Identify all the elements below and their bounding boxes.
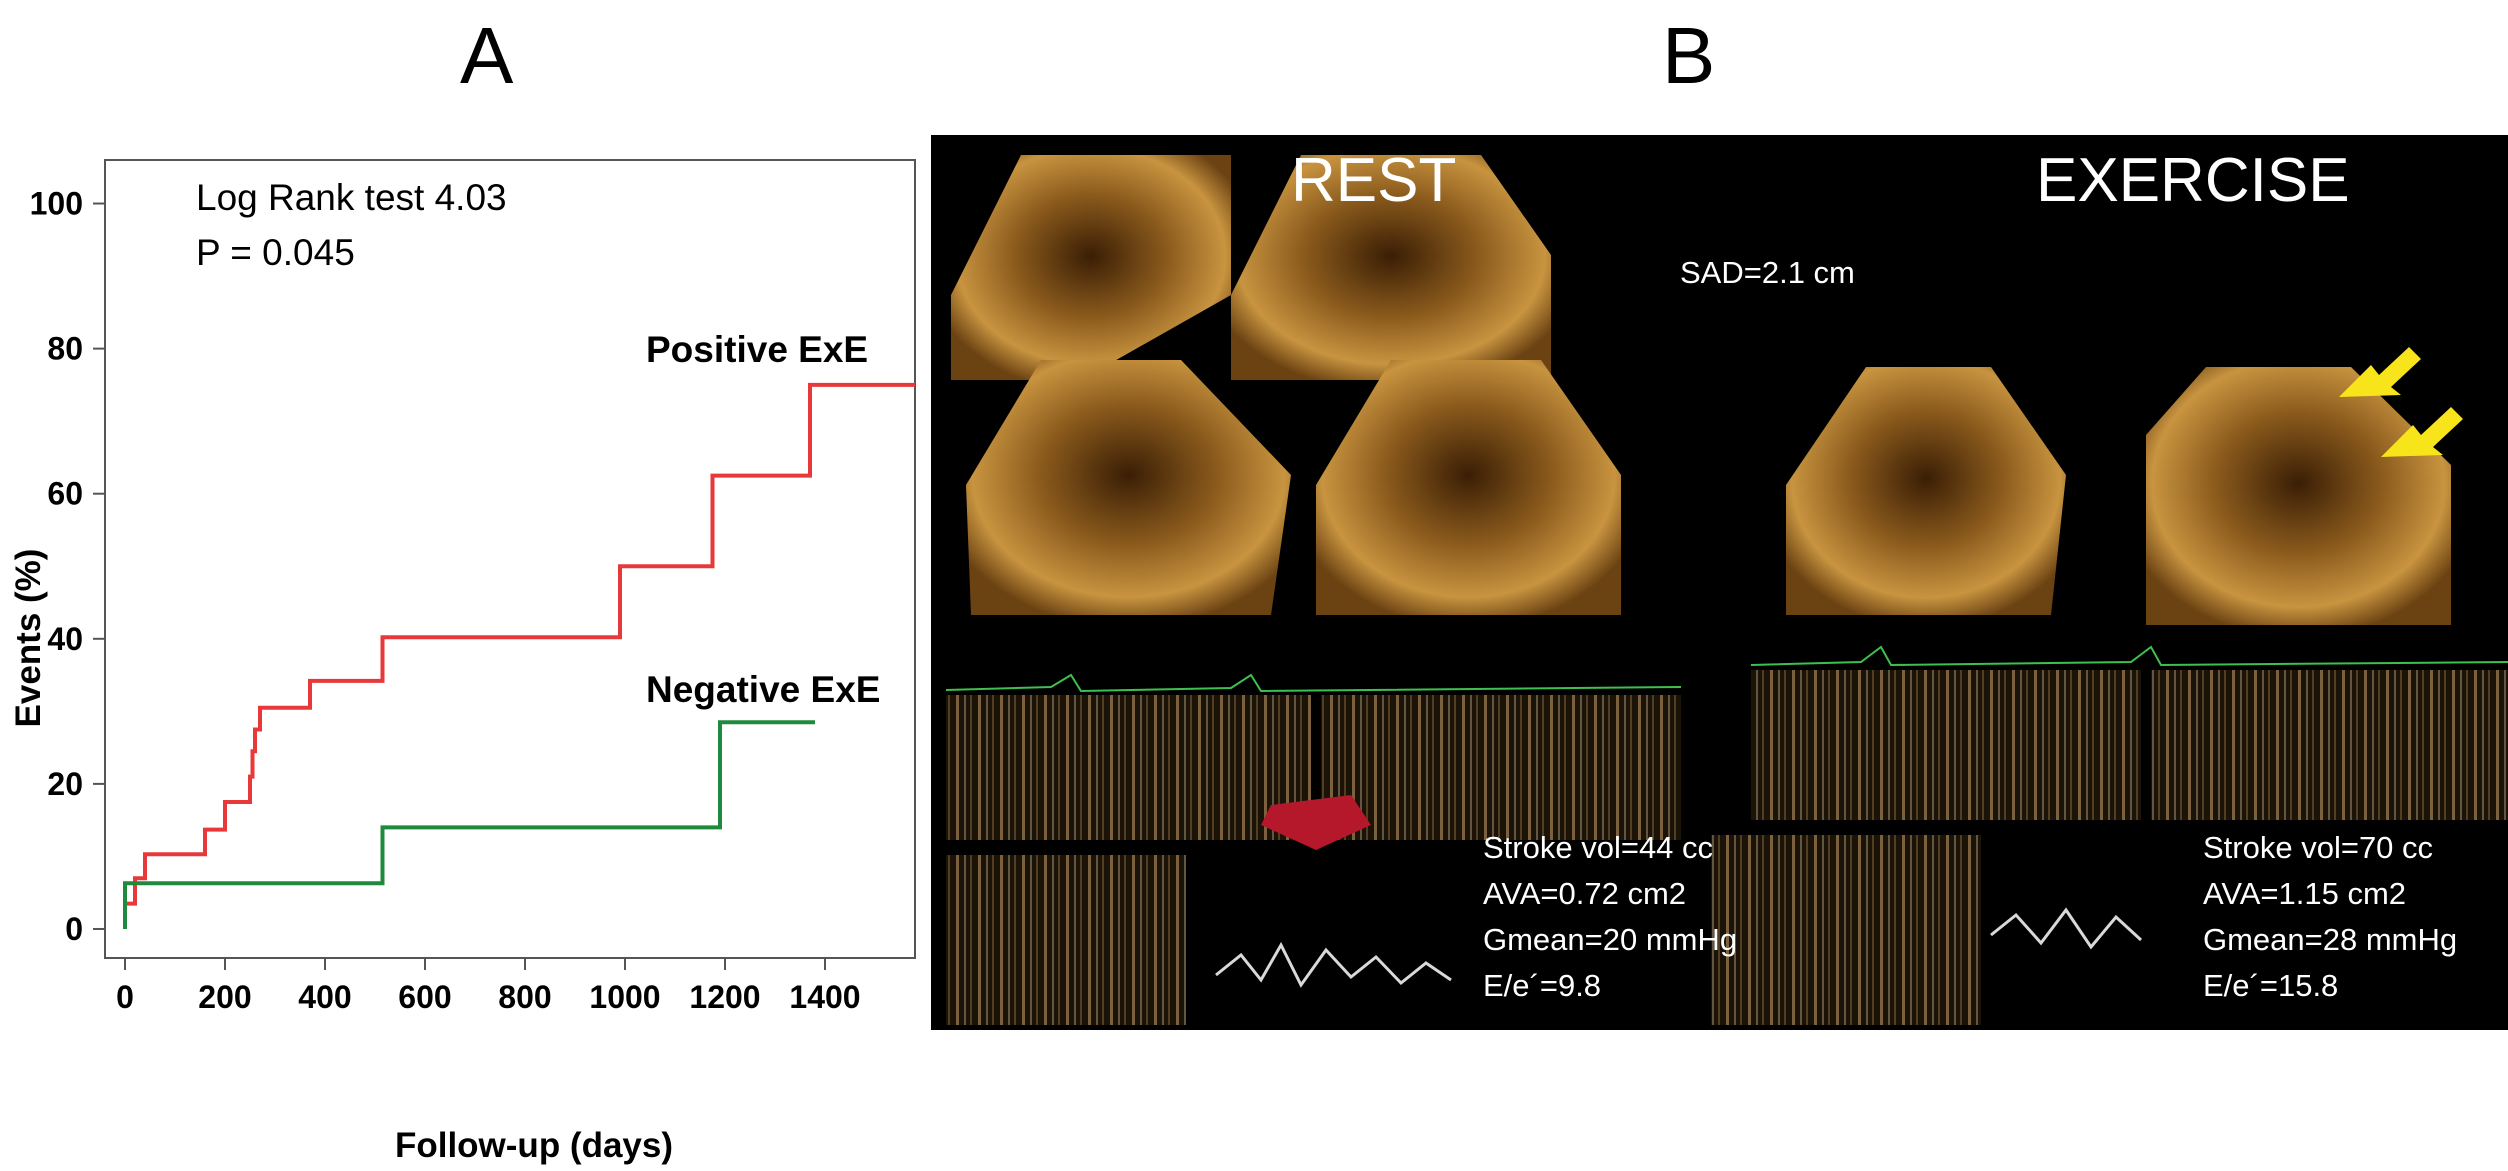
rest-tissue-doppler-trace — [1215, 941, 1452, 988]
x-axis-label: Follow-up (days) — [395, 1126, 673, 1165]
exercise-measurements: Stroke vol=70 cc AVA=1.15 cm2 Gmean=28 m… — [2203, 825, 2457, 1009]
p-value-annotation: P = 0.045 — [196, 232, 355, 273]
rest-echo-view-3 — [966, 360, 1291, 615]
panel-b-label: B — [1662, 11, 1716, 100]
y-tick-label: 40 — [47, 621, 83, 657]
x-tick-label: 1200 — [689, 979, 760, 1015]
x-tick-label: 1000 — [589, 979, 660, 1015]
kaplan-meier-chart: 0 200 400 600 800 1000 1200 1400 0 20 40 60 80 100 Lo… — [9, 159, 916, 1165]
y-tick-label: 0 — [65, 911, 83, 947]
rest-e-e-ratio: E/e´=9.8 — [1483, 968, 1602, 1003]
exercise-doppler-strip-3 — [1711, 835, 1981, 1025]
rest-doppler-strip-3 — [946, 855, 1186, 1025]
exercise-doppler-strip-2 — [2151, 670, 2508, 820]
rest-echo-view-2 — [1231, 155, 1551, 380]
x-tick-label: 800 — [498, 979, 551, 1015]
plot-frame — [104, 159, 916, 959]
panel-a-label: A — [460, 11, 514, 100]
exercise-gmean: Gmean=28 mmHg — [2203, 922, 2458, 957]
rest-measurements: Stroke vol=44 cc AVA=0.72 cm2 Gmean=20 m… — [1483, 825, 1737, 1009]
negative-exe-line — [123, 720, 815, 929]
y-tick-label: 60 — [47, 476, 83, 512]
y-tick-label: 20 — [47, 766, 83, 802]
exercise-label: EXERCISE — [2036, 146, 2350, 215]
exercise-ava: AVA=1.15 cm2 — [2203, 876, 2407, 911]
x-tick-label: 600 — [398, 979, 451, 1015]
exercise-echo-view-2 — [2146, 367, 2451, 625]
exercise-e-e-ratio: E/e´=15.8 — [2203, 968, 2339, 1003]
ecg-trace — [945, 673, 1682, 693]
arrow-icon — [2339, 347, 2421, 397]
y-axis-label: Events (%) — [9, 549, 48, 728]
positive-exe-line — [123, 382, 915, 929]
rest-doppler-strip-2 — [1321, 695, 1681, 840]
y-tick-label: 80 — [47, 331, 83, 367]
sad-label: SAD=2.1 cm — [1680, 255, 1855, 290]
x-tick-label: 400 — [298, 979, 351, 1015]
log-rank-annotation: Log Rank test 4.03 — [196, 177, 507, 218]
y-tick-label: 100 — [30, 186, 83, 222]
rest-stroke-volume: Stroke vol=44 cc — [1483, 830, 1714, 865]
negative-series-label: Negative ExE — [646, 669, 880, 710]
x-tick-label: 200 — [198, 979, 251, 1015]
x-tick-label: 1400 — [789, 979, 860, 1015]
exercise-stroke-volume: Stroke vol=70 cc — [2203, 830, 2434, 865]
rest-ava: AVA=0.72 cm2 — [1483, 876, 1687, 911]
arrow-icon — [2381, 407, 2463, 457]
rest-doppler-strip-1 — [946, 695, 1311, 840]
rest-echo-view-1 — [951, 155, 1231, 380]
rest-label: REST — [1291, 146, 1457, 215]
exercise-echo-view-1 — [1786, 367, 2066, 615]
exercise-doppler-strip-1 — [1751, 670, 2141, 820]
echocardiography-composite — [945, 155, 2508, 1025]
ecg-trace — [1750, 645, 2508, 667]
x-tick-label: 0 — [116, 979, 134, 1015]
rest-echo-view-4 — [1316, 360, 1621, 615]
exercise-tissue-doppler-trace — [1990, 907, 2143, 950]
rest-gmean: Gmean=20 mmHg — [1483, 922, 1738, 957]
color-doppler-inset — [1261, 795, 1371, 850]
echo-image-panel: REST EXERCISE SAD=2.1 cm Stroke vol=44 c… — [931, 135, 2508, 1030]
positive-series-label: Positive ExE — [646, 329, 868, 370]
